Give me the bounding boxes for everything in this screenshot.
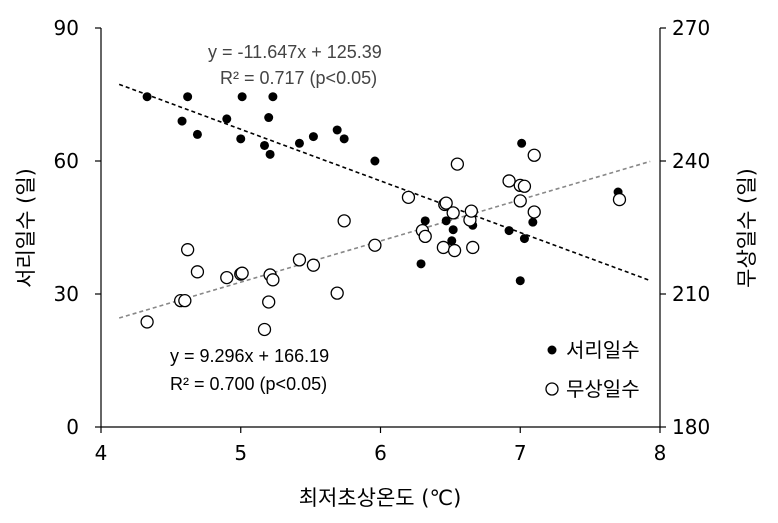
frost-free-days-point	[450, 157, 465, 171]
left-y-tick-label: 30	[54, 282, 79, 306]
frost-free-days-point	[180, 243, 195, 257]
frost-free-days-point	[447, 243, 462, 258]
frost-days-point	[192, 129, 202, 139]
right-y-tick-label: 240	[672, 149, 710, 173]
frost-days-point	[416, 259, 426, 269]
frost-days-point	[177, 116, 187, 126]
frost-days-point	[222, 114, 232, 124]
frost-free-days-point	[401, 190, 416, 205]
left-y-axis-title: 서리일수 (일)	[14, 168, 38, 288]
left-y-tick-label: 90	[54, 16, 79, 40]
x-tick-label: 4	[95, 441, 108, 465]
left-y-tick-label: 0	[66, 415, 79, 439]
frost-free-days-point	[527, 205, 541, 219]
frost-days-point	[332, 125, 342, 135]
tick-labels: 4 5 6 7 8 0 30 60 90 180 210 240 270	[54, 16, 711, 465]
frost-days-point	[515, 276, 525, 286]
frost-free-days-point	[464, 204, 478, 218]
x-tick-label: 7	[514, 441, 527, 465]
frost-days-trend-line	[118, 83, 651, 282]
frost-days-point	[264, 113, 274, 123]
frost-free-days-point	[140, 315, 154, 329]
frost-free-days-point	[330, 286, 344, 300]
frost-free-days-point	[517, 179, 532, 193]
data-points	[140, 92, 627, 337]
frost-free-days-point	[527, 148, 541, 162]
frost-free-days-point	[436, 240, 451, 255]
legend-marker-frost-free-days	[545, 382, 559, 396]
frost-days-point	[268, 92, 278, 102]
frost-days-point	[519, 234, 529, 244]
frost-days-point	[308, 132, 318, 142]
frost-free-days-point	[439, 196, 453, 210]
frost-days-point	[370, 156, 380, 166]
frost-free-days-point	[306, 258, 321, 272]
frost-free-days-point	[257, 322, 272, 337]
legend-label-frost-days: 서리일수	[566, 338, 640, 362]
frost-days-point	[260, 140, 270, 150]
frost-free-days-point	[337, 214, 351, 228]
right-y-axis-title: 무상일수 (일)	[735, 168, 759, 288]
frost-days-point	[420, 216, 430, 226]
frost-free-days-point	[262, 295, 276, 309]
frost-free-days-point	[612, 192, 627, 207]
frost-days-point	[448, 225, 458, 235]
frost-free-days-point	[292, 253, 307, 267]
x-axis-title: 최저초상온도 (℃)	[299, 486, 462, 510]
frost-days-point	[528, 217, 538, 227]
frost-free-days-point	[446, 206, 460, 220]
frost-free-days-point	[418, 229, 432, 244]
frost-days-point	[265, 149, 275, 159]
frost-free-days-point	[502, 174, 516, 188]
right-y-tick-label: 210	[672, 282, 710, 306]
right-y-tick-label: 270	[672, 16, 710, 40]
frost-free-days-point	[220, 270, 234, 285]
frost-free-days-point	[190, 265, 205, 279]
axes	[100, 28, 661, 428]
x-tick-label: 6	[374, 441, 387, 465]
legend-label-frost-free-days: 무상일수	[566, 377, 640, 401]
frost-free-days-point	[266, 273, 280, 287]
frost-free-days-trend-line	[118, 160, 651, 319]
x-tick-label: 8	[654, 441, 667, 465]
frost-free-days-point	[466, 240, 480, 255]
frost-free-days-point	[513, 194, 527, 208]
frost-days-point	[504, 226, 514, 236]
tick-marks	[95, 27, 666, 433]
trend-lines	[118, 83, 651, 319]
frost-days-point	[294, 138, 304, 148]
frost-free-days-point	[368, 238, 382, 252]
legend-marker-frost-days	[547, 345, 557, 355]
frost-days-point	[237, 92, 247, 102]
frost-r2: R² = 0.717 (p<0.05)	[220, 68, 377, 88]
frost-free-days-point	[235, 266, 249, 280]
right-y-tick-label: 180	[672, 415, 710, 439]
frostfree-r2: R² = 0.700 (p<0.05)	[170, 374, 327, 394]
frost-days-point	[339, 134, 349, 144]
frostfree-equation: y = 9.296x + 166.19	[170, 346, 329, 366]
frost-days-point	[447, 236, 457, 246]
x-tick-label: 5	[234, 441, 247, 465]
frost-equation: y = -11.647x + 125.39	[208, 42, 382, 62]
frost-days-point	[142, 92, 152, 102]
frost-days-point	[183, 92, 193, 102]
frost-free-days-point	[178, 293, 192, 308]
left-y-tick-label: 60	[54, 149, 79, 173]
frost-days-point	[236, 134, 246, 144]
legend: 서리일수 무상일수	[545, 338, 640, 401]
frost-days-point	[517, 138, 527, 148]
frost-days-point	[441, 216, 451, 226]
